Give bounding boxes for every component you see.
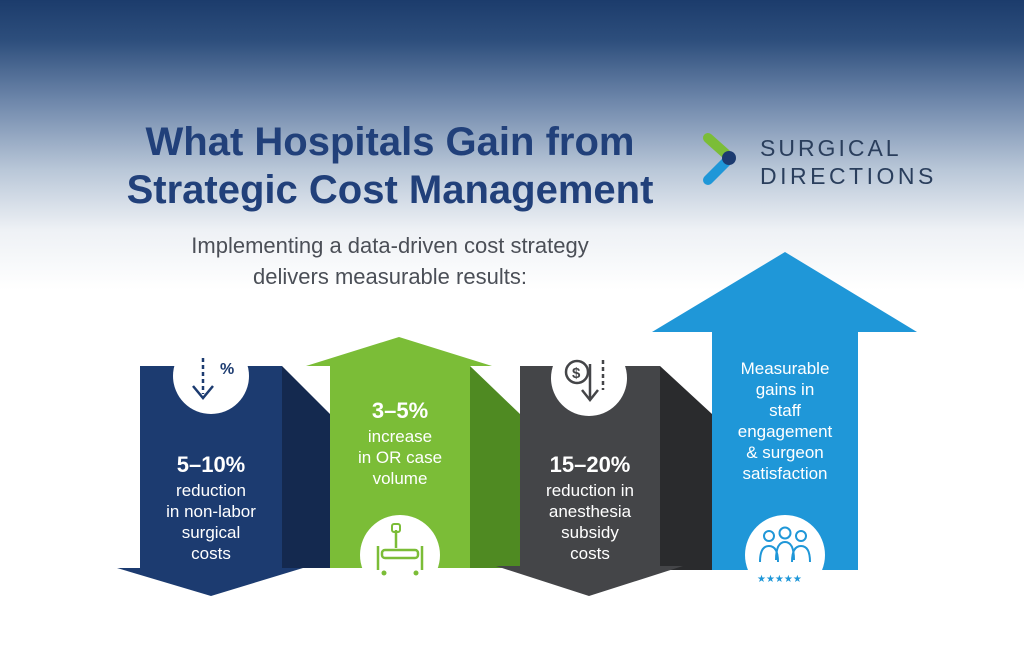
result-text-line: anesthesia [548, 502, 632, 521]
result-or-case-volume: 3–5% increase in OR case volume [330, 396, 470, 489]
result-text-line: reduction [176, 481, 246, 500]
dollar-down-arrow-icon: $ [551, 340, 627, 416]
page-title: What Hospitals Gain from Strategic Cost … [0, 118, 780, 214]
result-text-line: costs [570, 544, 610, 563]
or-volume-arrow [306, 337, 492, 568]
result-text-line: costs [191, 544, 231, 563]
staff-engagement-arrow [652, 252, 917, 570]
result-staff-engagement: Measurable gains in staff engagement & s… [712, 358, 858, 484]
logo-chevron-icon [703, 133, 736, 185]
percent-down-arrow-icon: % [173, 338, 249, 414]
subtitle-line: Implementing a data-driven cost strategy [191, 233, 589, 258]
staff-rating-stars-icon: ★★★★★ [745, 515, 825, 595]
svg-text:★★★★★: ★★★★★ [757, 574, 802, 585]
page-subtitle: Implementing a data-driven cost strategy… [0, 230, 780, 292]
result-value: 3–5% [371, 398, 429, 423]
result-text-line: in OR case [357, 448, 443, 467]
result-value: 15–20% [549, 452, 631, 477]
result-non-labor-costs: 5–10% reduction in non-labor surgical co… [140, 450, 282, 564]
title-line: Strategic Cost Management [126, 168, 654, 212]
result-text-line: volume [372, 469, 428, 488]
anesthesia-cost-arrow [496, 366, 683, 596]
result-text-line: Measurable [740, 359, 830, 378]
subtitle-line: delivers measurable results: [253, 264, 527, 289]
logo-text: SURGICAL DIRECTIONS [760, 134, 937, 190]
result-text-line: & surgeon [746, 443, 824, 462]
result-text-line: in non-labor [166, 502, 256, 521]
logo-line: DIRECTIONS [760, 163, 937, 189]
surgical-directions-logo: SURGICAL DIRECTIONS [700, 128, 933, 198]
hospital-bed-icon [360, 515, 440, 595]
result-text-line: engagement [737, 422, 833, 441]
result-anesthesia-subsidy: 15–20% reduction in anesthesia subsidy c… [520, 450, 660, 564]
fold-shadow [470, 366, 520, 568]
result-text-line: surgical [181, 523, 241, 542]
fold-shadow [660, 366, 712, 570]
result-text-line: gains in [755, 380, 815, 399]
result-text-line: increase [367, 427, 433, 446]
svg-text:%: % [220, 361, 234, 378]
title-line: What Hospitals Gain from [145, 120, 635, 164]
non-labor-cost-arrow [117, 366, 303, 596]
result-text-line: subsidy [561, 523, 619, 542]
svg-text:$: $ [572, 365, 581, 382]
result-text-line: satisfaction [742, 464, 828, 483]
fold-shadow [282, 366, 330, 568]
logo-line: SURGICAL [760, 135, 902, 161]
result-value: 5–10% [176, 452, 246, 477]
result-text-line: staff [769, 401, 801, 420]
result-text-line: reduction in [546, 481, 634, 500]
